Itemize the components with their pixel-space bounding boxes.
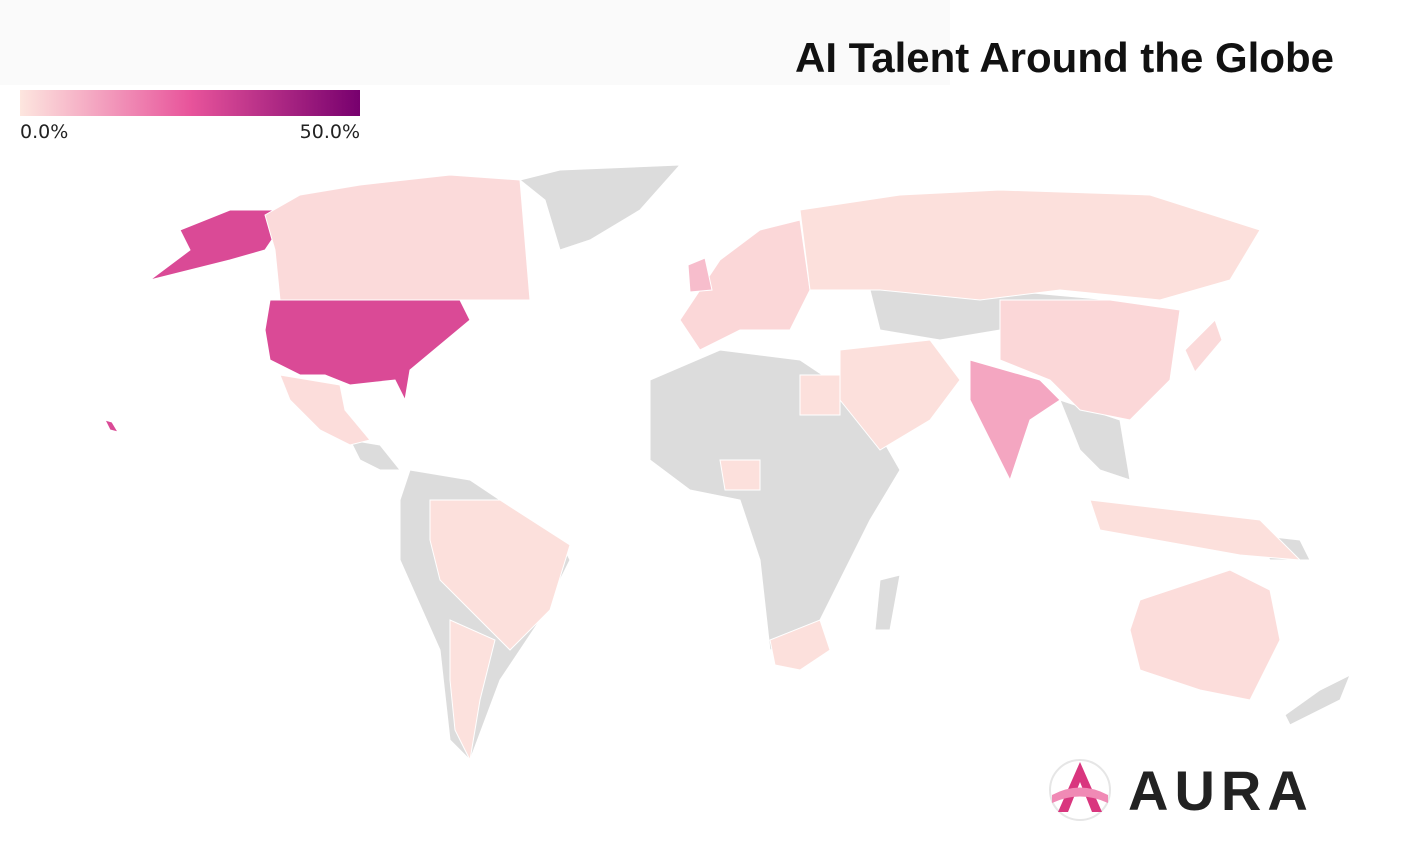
header-band — [0, 0, 950, 85]
region — [449, 619, 496, 762]
region — [1129, 569, 1281, 701]
region — [969, 359, 1061, 482]
map-title: AI Talent Around the Globe — [795, 34, 1334, 81]
region — [687, 257, 713, 293]
legend-tick-label: 0.0% — [20, 121, 68, 143]
brand-logo: AURA — [1049, 759, 1314, 822]
logo-swoosh — [1052, 787, 1108, 803]
regions — [104, 174, 1302, 762]
region — [1089, 499, 1302, 561]
region — [279, 374, 371, 446]
region — [769, 619, 831, 671]
region — [999, 299, 1181, 421]
region — [1184, 319, 1223, 373]
region — [264, 174, 531, 301]
legend: 0.0% 50.0% — [20, 121, 360, 143]
region — [429, 499, 571, 651]
region — [799, 374, 841, 416]
legend-colorbar — [20, 90, 360, 116]
brand-name: AURA — [1128, 759, 1314, 822]
region — [149, 209, 293, 281]
legend-tick-label: 50.0% — [300, 121, 360, 143]
region — [104, 419, 120, 433]
region — [264, 299, 471, 402]
logo-icon — [1058, 762, 1102, 812]
region — [679, 219, 811, 351]
region — [799, 189, 1261, 301]
region — [719, 459, 761, 491]
